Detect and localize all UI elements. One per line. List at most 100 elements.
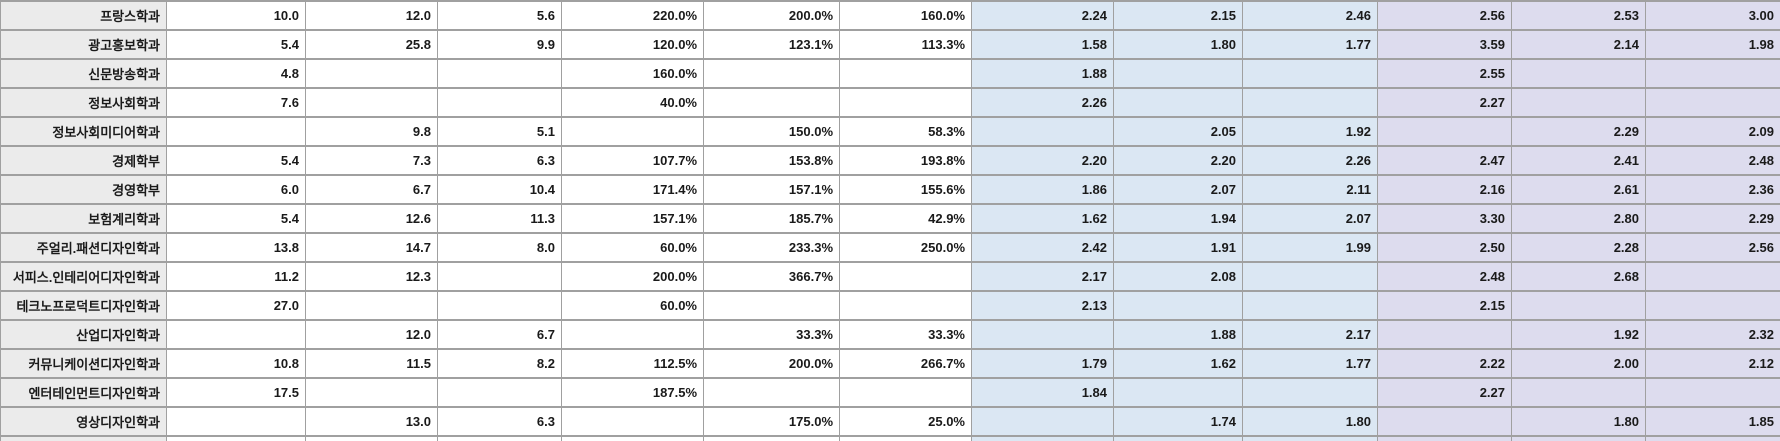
data-cell[interactable]: 200.0% (561, 262, 704, 292)
data-cell[interactable] (1645, 436, 1780, 441)
data-cell[interactable]: 1.88 (971, 59, 1114, 89)
data-cell[interactable]: 250.0% (839, 233, 972, 263)
data-cell[interactable]: 12.0 (305, 0, 438, 31)
data-cell[interactable] (166, 407, 306, 437)
data-cell[interactable]: 193.8% (839, 146, 972, 176)
department-name-cell[interactable]: 정보사회학과 (0, 88, 167, 118)
data-cell[interactable]: 2.50 (1377, 233, 1512, 263)
data-cell[interactable] (437, 436, 562, 441)
data-cell[interactable]: 150.0% (703, 117, 840, 147)
data-cell[interactable]: 1.85 (1645, 407, 1780, 437)
data-cell[interactable] (166, 320, 306, 350)
data-cell[interactable]: 60.0% (561, 233, 704, 263)
data-cell[interactable]: 2.24 (971, 0, 1114, 31)
data-cell[interactable]: 2.14 (1511, 30, 1646, 60)
data-cell[interactable] (1645, 88, 1780, 118)
data-cell[interactable] (1377, 436, 1512, 441)
data-cell[interactable] (1377, 117, 1512, 147)
data-cell[interactable] (971, 407, 1114, 437)
data-cell[interactable]: 11.5 (305, 349, 438, 379)
data-cell[interactable] (561, 320, 704, 350)
data-cell[interactable]: 175.0% (703, 407, 840, 437)
data-cell[interactable] (437, 378, 562, 408)
department-name-cell[interactable]: 서피스.인테리어디자인학과 (0, 262, 167, 292)
data-cell[interactable]: 6.3 (437, 407, 562, 437)
department-name-cell[interactable]: 테크노프로덕트디자인학과 (0, 291, 167, 321)
data-cell[interactable] (971, 117, 1114, 147)
data-cell[interactable]: 2.27 (1377, 88, 1512, 118)
data-cell[interactable]: 1.92 (1242, 117, 1378, 147)
data-cell[interactable] (1242, 436, 1378, 441)
data-cell[interactable]: 266.7% (839, 349, 972, 379)
data-cell[interactable] (437, 88, 562, 118)
data-cell[interactable]: 13.0 (305, 407, 438, 437)
data-cell[interactable]: 11.3 (437, 204, 562, 234)
data-cell[interactable] (971, 320, 1114, 350)
data-cell[interactable]: 185.7% (703, 204, 840, 234)
data-cell[interactable]: 2.55 (1377, 59, 1512, 89)
data-cell[interactable]: 2.20 (1113, 146, 1243, 176)
data-cell[interactable]: 123.1% (703, 30, 840, 60)
data-cell[interactable] (703, 378, 840, 408)
data-cell[interactable] (437, 291, 562, 321)
data-cell[interactable]: 58.3% (839, 117, 972, 147)
department-name-cell[interactable]: 산업디자인학과 (0, 320, 167, 350)
data-cell[interactable] (1242, 378, 1378, 408)
data-cell[interactable]: 2.29 (1645, 204, 1780, 234)
data-cell[interactable]: 60.0% (561, 291, 704, 321)
data-cell[interactable]: 2.00 (1511, 349, 1646, 379)
department-name-cell[interactable]: 프랑스학과 (0, 0, 167, 31)
data-cell[interactable]: 9.8 (305, 117, 438, 147)
data-cell[interactable]: 13.8 (166, 233, 306, 263)
data-cell[interactable] (1511, 378, 1646, 408)
data-cell[interactable]: 8.0 (437, 233, 562, 263)
data-cell[interactable] (839, 88, 972, 118)
data-cell[interactable] (1113, 88, 1243, 118)
data-cell[interactable] (1511, 436, 1646, 441)
data-cell[interactable]: 6.0 (166, 175, 306, 205)
data-cell[interactable] (305, 88, 438, 118)
data-cell[interactable]: 2.56 (1645, 233, 1780, 263)
data-cell[interactable]: 17.5 (166, 378, 306, 408)
data-cell[interactable]: 2.22 (1377, 349, 1512, 379)
data-cell[interactable] (305, 436, 438, 441)
data-cell[interactable]: 1.79 (971, 349, 1114, 379)
data-cell[interactable]: 1.84 (971, 378, 1114, 408)
data-cell[interactable] (839, 291, 972, 321)
data-cell[interactable]: 171.4% (561, 175, 704, 205)
data-cell[interactable]: 9.9 (437, 30, 562, 60)
data-cell[interactable]: 2.61 (1511, 175, 1646, 205)
data-cell[interactable] (437, 59, 562, 89)
data-cell[interactable] (1113, 59, 1243, 89)
data-cell[interactable] (1242, 59, 1378, 89)
data-cell[interactable]: 2.48 (1645, 146, 1780, 176)
data-cell[interactable]: 1.62 (971, 204, 1114, 234)
data-cell[interactable]: 5.6 (437, 0, 562, 31)
data-cell[interactable]: 1.80 (1113, 30, 1243, 60)
data-cell[interactable] (839, 436, 972, 441)
data-cell[interactable] (305, 59, 438, 89)
data-cell[interactable]: 25.8 (305, 30, 438, 60)
data-cell[interactable]: 2.41 (1511, 146, 1646, 176)
data-cell[interactable]: 120.0% (561, 30, 704, 60)
data-cell[interactable] (1113, 291, 1243, 321)
data-cell[interactable]: 1.74 (1113, 407, 1243, 437)
data-cell[interactable]: 1.92 (1511, 320, 1646, 350)
department-name-cell[interactable]: 커뮤니케이션디자인학과 (0, 349, 167, 379)
data-cell[interactable] (1511, 59, 1646, 89)
data-cell[interactable]: 3.59 (1377, 30, 1512, 60)
department-name-cell[interactable] (0, 436, 167, 441)
data-cell[interactable]: 2.15 (1113, 0, 1243, 31)
data-cell[interactable]: 2.17 (1242, 320, 1378, 350)
data-cell[interactable]: 1.58 (971, 30, 1114, 60)
department-name-cell[interactable]: 주얼리.패션디자인학과 (0, 233, 167, 263)
data-cell[interactable] (1242, 291, 1378, 321)
data-cell[interactable]: 5.4 (166, 204, 306, 234)
data-cell[interactable]: 2.32 (1645, 320, 1780, 350)
data-cell[interactable]: 2.07 (1113, 175, 1243, 205)
data-cell[interactable]: 10.0 (166, 0, 306, 31)
data-cell[interactable] (839, 378, 972, 408)
data-cell[interactable]: 2.16 (1377, 175, 1512, 205)
data-cell[interactable]: 2.36 (1645, 175, 1780, 205)
data-cell[interactable]: 3.00 (1645, 0, 1780, 31)
